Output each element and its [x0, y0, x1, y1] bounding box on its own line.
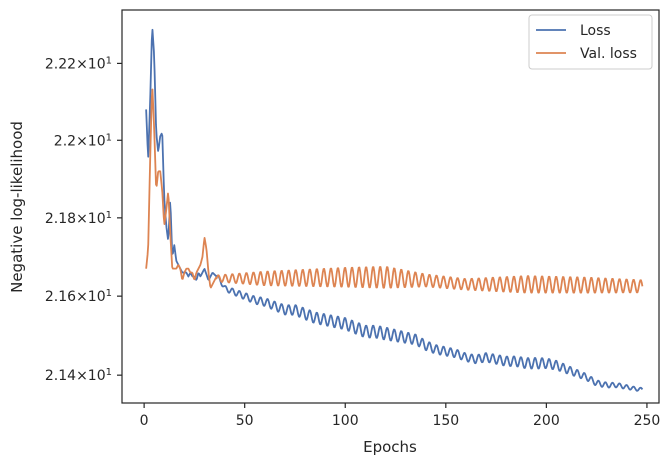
legend: Loss Val. loss [528, 14, 653, 70]
x-tick-label: 50 [236, 413, 254, 429]
y-tick-label: 2.14×101 [45, 367, 112, 385]
y-tick-label: 2.16×101 [45, 288, 112, 306]
x-tick-label: 200 [533, 413, 560, 429]
legend-label-loss: Loss [580, 23, 611, 39]
y-axis-label: Negative log-likelihood [8, 121, 26, 293]
x-tick-label: 0 [140, 413, 149, 429]
x-axis: 0 50 100 150 200 250 [140, 403, 661, 429]
x-tick-label: 100 [332, 413, 359, 429]
x-tick-label: 250 [634, 413, 661, 429]
y-tick-label: 2.18×101 [45, 209, 112, 227]
series-layer [145, 28, 644, 392]
x-axis-label: Epochs [363, 438, 417, 456]
series-line-loss [145, 28, 644, 392]
y-tick-label: 2.22×101 [45, 55, 112, 73]
y-tick-label: 2.2×101 [54, 132, 112, 150]
y-axis: 2.14×101 2.16×101 2.18×101 2.2×101 2.22×101 [45, 55, 122, 384]
plot-frame [121, 9, 660, 404]
legend-box [528, 14, 653, 70]
legend-label-val-loss: Val. loss [580, 46, 637, 62]
x-tick-label: 150 [432, 413, 459, 429]
series-line-val-loss [145, 88, 644, 294]
